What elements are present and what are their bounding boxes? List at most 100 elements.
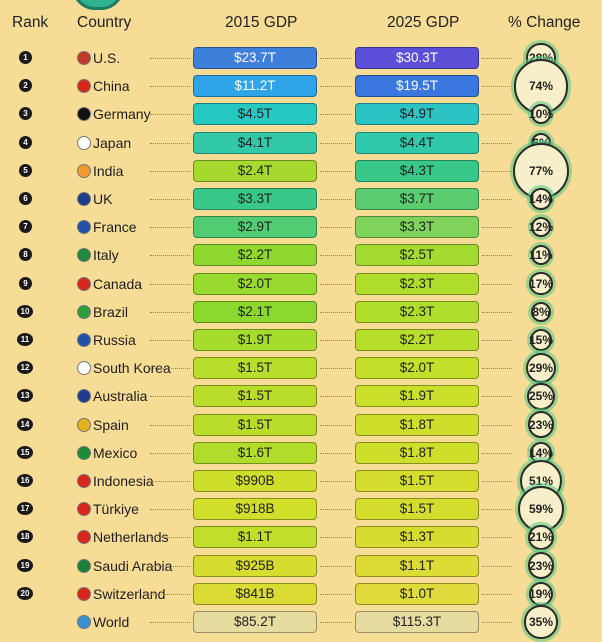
flag-icon <box>77 220 91 235</box>
gdp-2025-bar: $1.5T <box>355 498 479 521</box>
gdp-2015-bar: $925B <box>193 554 317 577</box>
flag-icon <box>77 79 91 94</box>
percent-change-label: 19% <box>528 586 554 601</box>
rank-badge: 4 <box>19 135 32 149</box>
rank-badge: 12 <box>17 361 33 375</box>
rank-badge: 19 <box>17 558 33 572</box>
gdp-2025-bar: $30.3T <box>355 47 479 69</box>
rank-badge: 2 <box>19 79 32 93</box>
leader-dots <box>150 509 190 511</box>
leader-dots <box>150 142 190 144</box>
gdp-2015-bar: $1.6T <box>193 441 317 464</box>
leader-dots <box>320 86 352 88</box>
table-row: 9 Canada $2.0T $2.3T 17% <box>0 270 602 298</box>
gdp-2015-bar: $1.5T <box>193 385 317 408</box>
leader-dots <box>320 199 352 200</box>
table-row: 14 Spain $1.5T $1.8T 23% <box>0 411 602 439</box>
percent-change-label: 14% <box>528 445 554 460</box>
leader-dots <box>150 255 190 257</box>
flag-icon <box>77 304 91 319</box>
country-name: Netherlands <box>93 529 169 546</box>
gdp-2025-bar: $2.5T <box>355 244 479 267</box>
leader-dots <box>482 340 512 341</box>
table-row: 13 Australia $1.5T $1.9T 25% <box>0 382 602 411</box>
table-row: 1U.S.$23.7T$30.3T28% <box>0 43 602 73</box>
leader-dots <box>320 537 352 539</box>
gdp-2015-bar: $4.5T <box>193 103 317 126</box>
change-bubble <box>528 524 554 551</box>
leader-dots <box>320 622 352 623</box>
country-name: Brazil <box>93 303 129 320</box>
gdp-2025-bar: $2.3T <box>355 272 479 295</box>
leader-dots <box>320 340 352 341</box>
leader-dots <box>482 283 512 285</box>
country-name: Japan <box>93 134 132 151</box>
rank-badge: 16 <box>17 474 33 487</box>
flag-icon <box>77 502 91 517</box>
leader-dots <box>482 199 512 200</box>
table-row: 18 Netherlands $1.1T $1.3T 21% <box>0 523 602 551</box>
leader-dots <box>482 227 512 229</box>
country-name: Switzerland <box>93 585 166 602</box>
leader-dots <box>150 86 190 88</box>
change-bubble <box>529 271 553 296</box>
change-bubble <box>531 104 551 125</box>
country-name: Indonesia <box>93 473 154 489</box>
leader-dots <box>320 283 352 285</box>
leader-dots <box>320 368 352 370</box>
country-name: UK <box>93 191 113 207</box>
leader-dots <box>482 114 512 116</box>
header-decoration <box>72 0 124 10</box>
gdp-2025-bar: $1.8T <box>355 441 479 464</box>
gdp-2025-bar: $2.0T <box>355 357 479 380</box>
leader-dots <box>482 255 512 257</box>
change-bubble <box>529 328 553 352</box>
flag-icon <box>77 586 91 601</box>
percent-change-label: 25% <box>528 389 554 404</box>
gdp-2025-bar: $4.4T <box>355 131 479 154</box>
leader-dots <box>150 227 190 229</box>
table-row: 20 Switzerland $841B $1.0T 19% <box>0 580 602 608</box>
country-name: Türkiye <box>93 501 139 518</box>
rank-badge: 7 <box>19 220 32 234</box>
leader-dots <box>150 170 190 172</box>
gdp-2015-bar: $1.9T <box>193 329 317 351</box>
country-name: Russia <box>93 332 136 348</box>
gdp-2015-bar: $3.3T <box>193 188 317 210</box>
leader-dots <box>320 227 352 229</box>
flag-icon <box>77 389 91 404</box>
leader-dots <box>482 481 512 482</box>
leader-dots <box>150 283 190 285</box>
gdp-2015-bar: $2.9T <box>193 216 317 239</box>
leader-dots <box>150 424 190 426</box>
leader-dots <box>150 481 190 482</box>
percent-change-label: 51% <box>528 474 554 488</box>
gdp-2015-bar: $2.2T <box>193 244 317 267</box>
rank-badge: 14 <box>17 417 33 431</box>
leader-dots <box>482 368 512 370</box>
country-name: South Korea <box>93 360 171 377</box>
percent-change-label: 8% <box>532 304 550 319</box>
table-row: 15 Mexico $1.6T $1.8T 14% <box>0 439 602 467</box>
country-name: Mexico <box>93 444 138 461</box>
country-name: France <box>93 219 137 236</box>
leader-dots <box>150 396 190 398</box>
leader-dots <box>320 255 352 257</box>
gdp-2025-bar: $1.5T <box>355 470 479 492</box>
change-bubble <box>530 188 552 210</box>
leader-dots <box>320 311 352 313</box>
header-gdp-2015: 2015 GDP <box>225 14 298 31</box>
leader-dots <box>150 452 190 454</box>
leader-dots <box>150 114 190 116</box>
leader-dots <box>482 593 512 595</box>
percent-change-label: 17% <box>528 276 554 291</box>
gdp-2015-bar: $1.1T <box>193 526 317 549</box>
percent-change-label: 59% <box>528 502 554 517</box>
leader-dots <box>482 537 512 539</box>
percent-change-label: 23% <box>528 558 554 573</box>
leader-dots <box>320 396 352 398</box>
table-row: World $85.2T $115.3T 35% <box>0 605 602 639</box>
table-row: 5 India $2.4T $4.3T 77% <box>0 142 602 199</box>
flag-icon <box>77 615 91 629</box>
